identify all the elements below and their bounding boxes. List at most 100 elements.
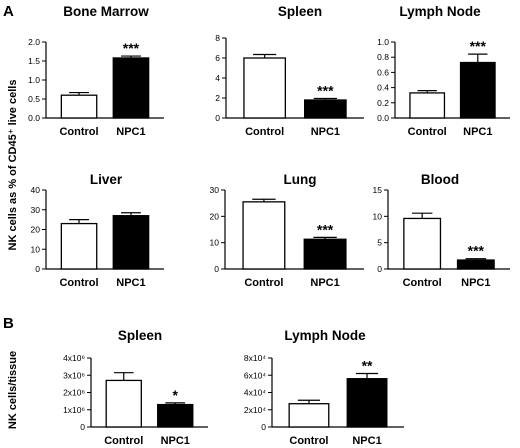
bar-control (60, 94, 98, 119)
bar-npc1 (456, 259, 495, 270)
chart-title: Lymph Node (399, 4, 481, 19)
y-tick-label: 2x10⁶ (63, 388, 85, 398)
significance-label: *** (470, 38, 487, 54)
chart-title: Lymph Node (284, 328, 366, 343)
y-tick-label: 0.4 (377, 83, 389, 93)
significance-label: * (173, 387, 179, 403)
chart-7: Lymph Node 0 2x10⁴ 4x10⁴ 6x10⁴ 8x10⁴ Control **… (244, 328, 404, 447)
y-axis-label-panel-b: NK cells/tissue (7, 351, 19, 429)
category-label: Control (104, 435, 143, 447)
y-tick-label: 0 (261, 422, 266, 432)
y-tick-label: 0 (214, 264, 219, 274)
bar-npc1 (112, 215, 150, 270)
bar-control (243, 57, 286, 119)
y-tick-label: 10 (210, 238, 220, 248)
category-label: Control (245, 126, 284, 138)
category-label: NPC1 (463, 126, 492, 138)
y-tick-label: 6 (215, 53, 220, 63)
chart-title: Bone Marrow (63, 4, 149, 19)
category-label: Control (408, 126, 447, 138)
y-tick-label: 0 (80, 422, 85, 432)
y-tick-label: 40 (31, 185, 41, 195)
significance-label: ** (362, 358, 373, 374)
y-tick-label: 0.6 (377, 67, 389, 77)
y-tick-label: 4 (215, 73, 220, 83)
y-tick-label: 8x10⁴ (244, 353, 266, 363)
category-label: Control (244, 277, 283, 289)
y-tick-label: 0.0 (377, 113, 389, 123)
chart-5: Blood 0 5 10 15 Control *** NPC1 (373, 172, 510, 289)
category-label: Control (289, 435, 328, 447)
y-tick-label: 10 (31, 244, 41, 254)
bar-npc1 (346, 378, 388, 428)
chart-title: Spleen (118, 328, 162, 343)
bar-control (60, 222, 98, 270)
y-tick-label: 30 (31, 205, 41, 215)
category-label: NPC1 (461, 277, 490, 289)
chart-4: Lung 0 10 20 30 Control *** NPC1 (210, 172, 364, 289)
bar-control (288, 403, 330, 428)
category-label: NPC1 (310, 277, 339, 289)
chart-1: Spleen 0 2 4 6 8 Control *** NPC1 (215, 4, 364, 138)
y-tick-label: 30 (210, 185, 220, 195)
bar-npc1 (157, 403, 194, 428)
y-tick-label: 4x10⁴ (244, 388, 266, 398)
charts-layer: Bone Marrow0.00.51.01.52.0Control***NPC1… (28, 4, 510, 447)
category-label: Control (403, 277, 442, 289)
bar-control (242, 201, 286, 270)
y-tick-label: 1.0 (28, 75, 40, 85)
chart-title: Spleen (278, 4, 322, 19)
chart-0: Bone Marrow 0.0 0.5 1.0 1.5 2.0 Control *** NPC1 (28, 4, 164, 138)
y-tick-label: 3x10⁶ (63, 370, 85, 380)
y-tick-label: 1.5 (28, 56, 40, 66)
y-tick-label: 5 (377, 238, 382, 248)
bar-npc1 (112, 57, 150, 119)
y-tick-label: 0.5 (28, 94, 40, 104)
y-tick-label: 0.2 (377, 98, 389, 108)
significance-label: *** (123, 40, 140, 56)
category-label: Control (59, 277, 98, 289)
y-tick-label: 2 (215, 93, 220, 103)
y-tick-label: 0 (377, 264, 382, 274)
bar-npc1 (304, 99, 347, 119)
y-tick-label: 20 (210, 211, 220, 221)
y-tick-label: 2x10⁴ (244, 405, 266, 415)
significance-label: *** (317, 83, 334, 99)
y-tick-label: 2.0 (28, 37, 40, 47)
significance-label: *** (317, 221, 334, 237)
y-tick-label: 1x10⁶ (63, 405, 85, 415)
chart-6: Spleen 0 1x10⁶ 2x10⁶ 3x10⁶ 4x10⁶ Control * NPC1 (63, 328, 208, 447)
significance-label: *** (468, 243, 485, 259)
bar-npc1 (303, 238, 347, 270)
y-tick-label: 15 (373, 185, 383, 195)
y-tick-label: 1.0 (377, 37, 389, 47)
chart-title: Liver (90, 172, 123, 187)
chart-title: Lung (284, 172, 317, 187)
category-label: NPC1 (311, 126, 340, 138)
y-axis-label-panel-a: NK cells as % of CD45⁺ live cells (7, 80, 19, 251)
y-tick-label: 10 (373, 211, 383, 221)
y-tick-label: 4x10⁶ (63, 353, 85, 363)
category-label: NPC1 (352, 435, 381, 447)
category-label: NPC1 (161, 435, 190, 447)
panel-letter-b: B (3, 315, 14, 332)
y-tick-label: 0.8 (377, 52, 389, 62)
y-tick-label: 0 (35, 264, 40, 274)
bar-control (105, 379, 142, 428)
bar-npc1 (459, 61, 496, 119)
chart-2: Lymph Node 0.0 0.2 0.4 0.6 0.8 1.0 Control *** NP… (377, 4, 510, 138)
chart-title: Blood (421, 172, 459, 187)
category-label: Control (59, 126, 98, 138)
y-tick-label: 6x10⁴ (244, 370, 266, 380)
bar-control (403, 217, 442, 270)
y-tick-label: 0 (215, 113, 220, 123)
y-tick-label: 20 (31, 225, 41, 235)
chart-3: Liver 0 10 20 30 40 Control NPC1 (31, 172, 164, 289)
y-tick-label: 8 (215, 33, 220, 43)
y-tick-label: 0.0 (28, 113, 40, 123)
category-label: NPC1 (116, 277, 145, 289)
category-label: NPC1 (116, 126, 145, 138)
bar-control (409, 92, 446, 119)
panel-letter-a: A (3, 3, 14, 20)
